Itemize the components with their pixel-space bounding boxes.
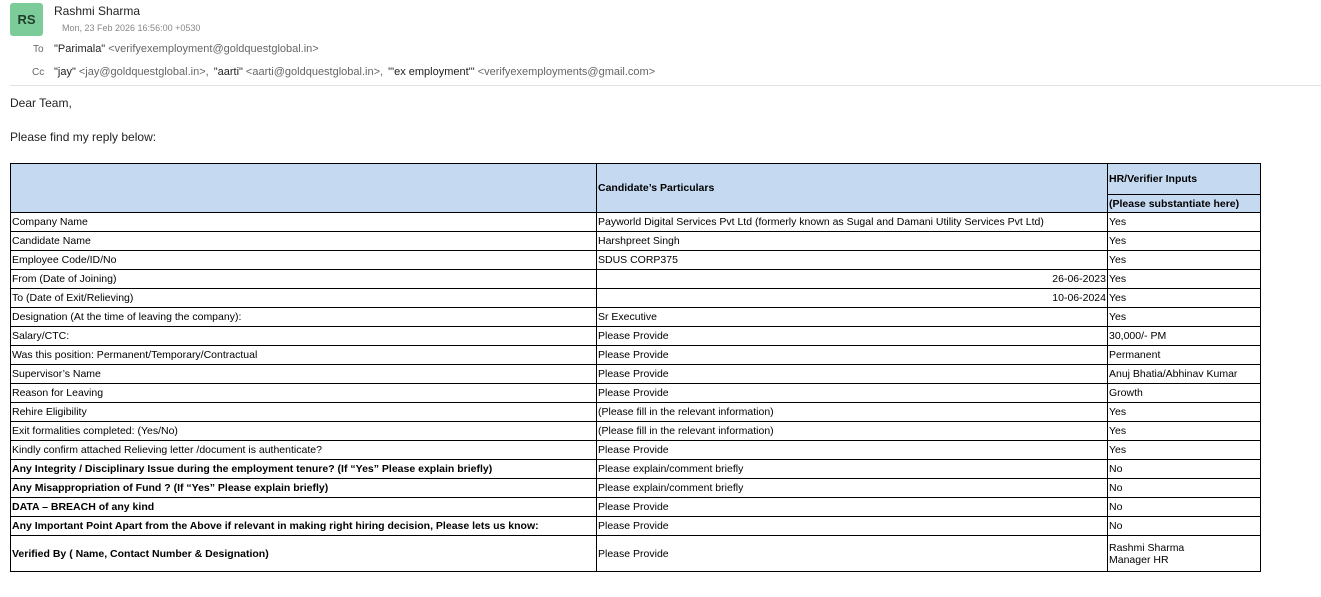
table-cell: Please Provide xyxy=(596,345,1108,365)
table-cell: Yes xyxy=(1107,288,1261,308)
table-row: Kindly confirm attached Relieving letter… xyxy=(10,440,1261,460)
table-row: Company Name Payworld Digital Services Pv… xyxy=(10,212,1261,232)
table-row: From (Date of Joining) 26-06-2023 Yes xyxy=(10,269,1261,289)
sent-date: Mon, 23 Feb 2026 16:56:00 +0530 xyxy=(62,23,201,33)
table-cell: Company Name xyxy=(10,212,597,232)
header-cell: (Please substantiate here) xyxy=(1107,194,1261,213)
table-cell: Any Integrity / Disciplinary Issue durin… xyxy=(10,459,597,479)
table-row: Employee Code/ID/No SDUS CORP375 Yes xyxy=(10,250,1261,270)
table-cell: Sr Executive xyxy=(596,307,1108,327)
recipient-email: <verifyexemployment@goldquestglobal.in> xyxy=(108,43,319,55)
table-cell: Yes xyxy=(1107,307,1261,327)
table-cell: No xyxy=(1107,459,1261,479)
table-row: Candidate Name Harshpreet Singh Yes xyxy=(10,231,1261,251)
recipient-name: "jay" xyxy=(54,66,76,78)
table-cell: Verified By ( Name, Contact Number & Des… xyxy=(10,535,597,572)
cell-line: Rashmi Sharma xyxy=(1109,541,1185,554)
table-row: Rehire Eligibility (Please fill in the re… xyxy=(10,402,1261,422)
table-cell: SDUS CORP375 xyxy=(596,250,1108,270)
table-cell: Exit formalities completed: (Yes/No) xyxy=(10,421,597,441)
table-row: Salary/CTC: Please Provide 30,000/- PM xyxy=(10,326,1261,346)
cc-label: Cc xyxy=(32,67,45,78)
table-cell: Anuj Bhatia/Abhinav Kumar xyxy=(1107,364,1261,384)
table-cell: 10-06-2024 xyxy=(596,288,1108,308)
greeting: Dear Team, xyxy=(10,96,72,110)
header-cell: HR/Verifier Inputs xyxy=(1107,163,1261,195)
table-cell: Please Provide xyxy=(596,383,1108,403)
table-cell: Any Misappropriation of Fund ? (If “Yes”… xyxy=(10,478,597,498)
table-cell: 30,000/- PM xyxy=(1107,326,1261,346)
table-cell: Yes xyxy=(1107,212,1261,232)
table-row: Was this position: Permanent/Temporary/C… xyxy=(10,345,1261,365)
table-cell: Payworld Digital Services Pvt Ltd (forme… xyxy=(596,212,1108,232)
table-cell: Any Important Point Apart from the Above… xyxy=(10,516,597,536)
header-cell xyxy=(10,163,597,213)
table-row: Reason for Leaving Please Provide Growth xyxy=(10,383,1261,403)
table-cell: Please explain/comment briefly xyxy=(596,478,1108,498)
table-cell: Please Provide xyxy=(596,497,1108,517)
intro: Please find my reply below: xyxy=(10,130,157,144)
table-cell: To (Date of Exit/Relieving) xyxy=(10,288,597,308)
table-cell: (Please fill in the relevant information… xyxy=(596,421,1108,441)
table-row: Any Integrity / Disciplinary Issue durin… xyxy=(10,459,1261,479)
table-cell: Rehire Eligibility xyxy=(10,402,597,422)
table-cell: No xyxy=(1107,497,1261,517)
to-label: To xyxy=(33,44,44,55)
table-cell: Designation (At the time of leaving the … xyxy=(10,307,597,327)
table-cell: Please Provide xyxy=(596,516,1108,536)
table-cell: Please Provide xyxy=(596,326,1108,346)
table-cell: Please Provide xyxy=(596,535,1108,572)
recipient-email: <aarti@goldquestglobal.in>, xyxy=(245,66,384,78)
table-cell: Candidate Name xyxy=(10,231,597,251)
table-cell: Please Provide xyxy=(596,440,1108,460)
cell-line: Manager HR xyxy=(1109,553,1169,566)
table-row: To (Date of Exit/Relieving) 10-06-2024 Yes xyxy=(10,288,1261,308)
recipient-name: "aarti" xyxy=(213,66,243,78)
recipient-email: <jay@goldquestglobal.in>, xyxy=(78,66,209,78)
table-row: Supervisor’s Name Please Provide Anuj Bhat… xyxy=(10,364,1261,384)
table-cell: No xyxy=(1107,478,1261,498)
table-cell: Please Provide xyxy=(596,364,1108,384)
sender-name: Rashmi Sharma xyxy=(54,4,141,18)
to-recipients: "Parimala" <verifyexemployment@goldquestg… xyxy=(54,43,324,55)
recipient-email: <verifyexemployments@gmail.com> xyxy=(477,66,656,78)
table-cell: Supervisor’s Name xyxy=(10,364,597,384)
table-cell: Yes xyxy=(1107,269,1261,289)
table-cell: Yes xyxy=(1107,250,1261,270)
verification-table: Candidate’s Particulars HR/Verifier Inpu… xyxy=(10,163,1261,572)
table-cell: Yes xyxy=(1107,231,1261,251)
divider xyxy=(10,85,1321,86)
recipient-name: "'ex employment'" xyxy=(388,66,475,78)
table-cell: No xyxy=(1107,516,1261,536)
table-cell: Harshpreet Singh xyxy=(596,231,1108,251)
table-cell: Yes xyxy=(1107,440,1261,460)
table-cell: Yes xyxy=(1107,402,1261,422)
table-cell: (Please fill in the relevant information… xyxy=(596,402,1108,422)
cc-recipients: "jay" <jay@goldquestglobal.in>, "aarti" <aa… xyxy=(54,66,660,78)
table-cell: Permanent xyxy=(1107,345,1261,365)
table-cell: Was this position: Permanent/Temporary/C… xyxy=(10,345,597,365)
table-cell: Reason for Leaving xyxy=(10,383,597,403)
table-cell: Yes xyxy=(1107,421,1261,441)
table-row: DATA – BREACH of any kind Please Provide N… xyxy=(10,497,1261,517)
table-cell: DATA – BREACH of any kind xyxy=(10,497,597,517)
table-row: Designation (At the time of leaving the … xyxy=(10,307,1261,327)
table-row: Any Important Point Apart from the Above… xyxy=(10,516,1261,536)
recipient-name: "Parimala" xyxy=(54,43,106,55)
table-cell: Employee Code/ID/No xyxy=(10,250,597,270)
table-row: Any Misappropriation of Fund ? (If “Yes”… xyxy=(10,478,1261,498)
table-row: Verified By ( Name, Contact Number & Des… xyxy=(10,535,1261,572)
header-cell: Candidate’s Particulars xyxy=(596,163,1108,213)
table-cell: Kindly confirm attached Relieving letter… xyxy=(10,440,597,460)
table-cell: Growth xyxy=(1107,383,1261,403)
table-cell: Please explain/comment briefly xyxy=(596,459,1108,479)
table-cell: From (Date of Joining) xyxy=(10,269,597,289)
table-cell: 26-06-2023 xyxy=(596,269,1108,289)
table-cell: Rashmi Sharma Manager HR xyxy=(1107,535,1261,572)
avatar: RS xyxy=(10,3,43,36)
table-cell: Salary/CTC: xyxy=(10,326,597,346)
table-row: Exit formalities completed: (Yes/No) (Ple… xyxy=(10,421,1261,441)
